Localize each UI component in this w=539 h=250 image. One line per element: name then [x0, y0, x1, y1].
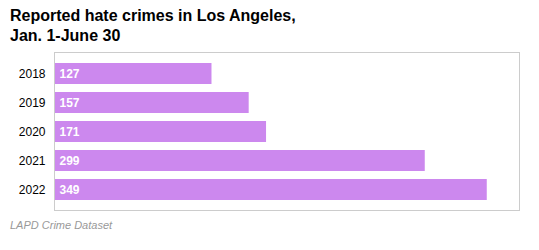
svg-text:2021: 2021 [19, 154, 46, 168]
svg-text:127: 127 [60, 67, 80, 81]
svg-text:157: 157 [60, 96, 80, 110]
svg-text:299: 299 [60, 154, 80, 168]
svg-text:349: 349 [60, 183, 80, 197]
svg-text:2020: 2020 [19, 125, 46, 139]
svg-text:2018: 2018 [19, 67, 46, 81]
html-text:Jan. 1-June 30: Jan. 1-June 30 [10, 27, 121, 44]
svg-text:2022: 2022 [19, 183, 46, 197]
html-text:Reported hate crimes in Los An: Reported hate crimes in Los Angeles, [10, 7, 296, 24]
html-text:LAPD Crime Dataset: LAPD Crime Dataset [10, 219, 113, 231]
svg-text:2019: 2019 [19, 96, 46, 110]
svg-text:171: 171 [60, 125, 80, 139]
